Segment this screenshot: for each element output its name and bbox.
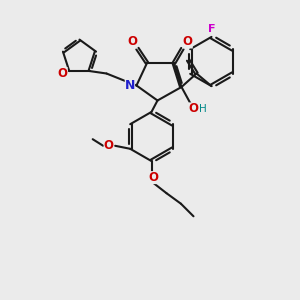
Text: O: O xyxy=(188,102,199,116)
Text: O: O xyxy=(58,67,68,80)
Text: O: O xyxy=(148,171,158,184)
Text: O: O xyxy=(103,139,114,152)
Text: O: O xyxy=(183,35,193,49)
Text: N: N xyxy=(125,79,135,92)
Text: F: F xyxy=(208,23,215,34)
Text: O: O xyxy=(127,35,137,49)
Text: H: H xyxy=(199,104,207,114)
